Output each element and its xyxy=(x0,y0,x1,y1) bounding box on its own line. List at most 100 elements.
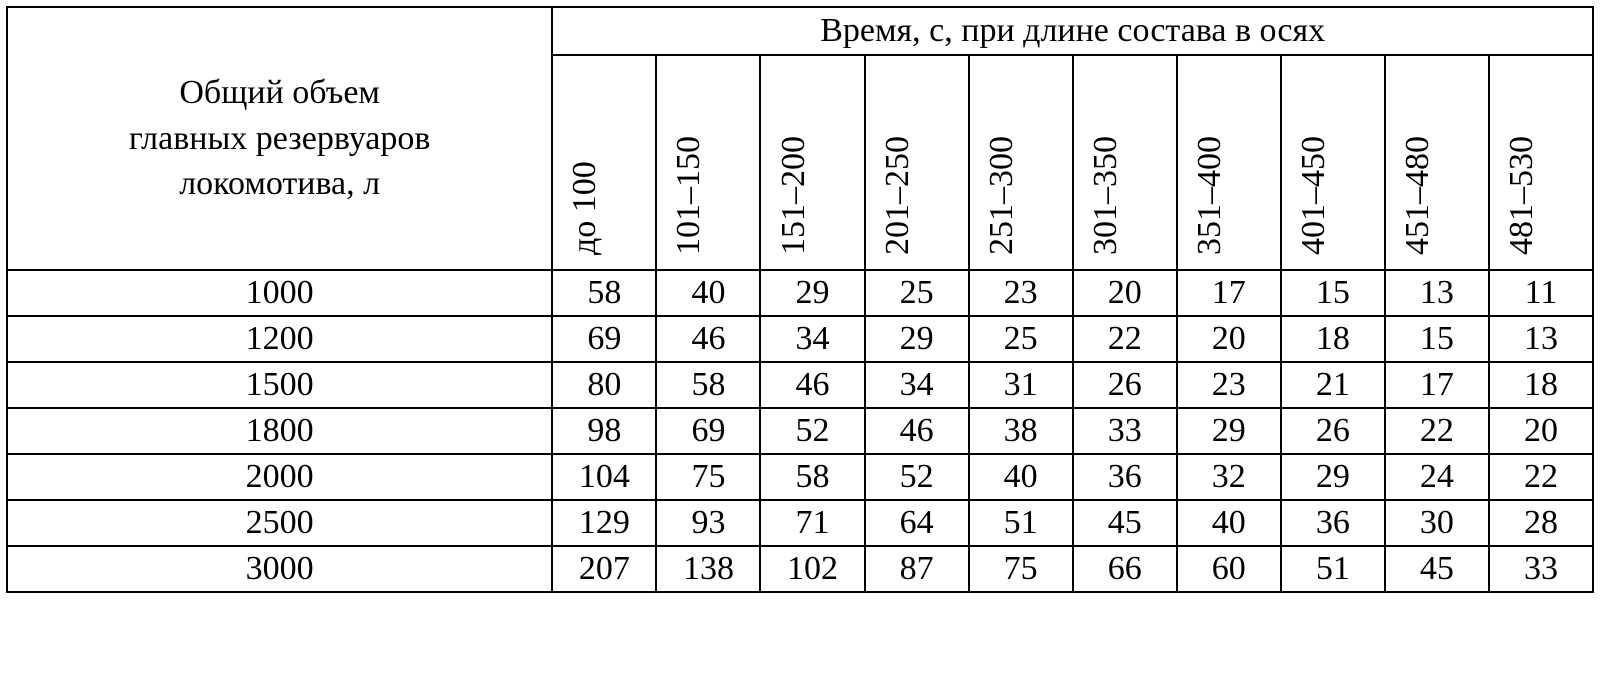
data-cell: 26 xyxy=(1073,362,1177,408)
data-cell: 11 xyxy=(1489,270,1593,316)
col-header-label-9: 481–530 xyxy=(1503,136,1541,255)
col-header-label-8: 451–480 xyxy=(1399,136,1437,255)
data-cell: 64 xyxy=(865,500,969,546)
data-cell: 75 xyxy=(969,546,1073,592)
data-cell: 52 xyxy=(865,454,969,500)
table-row: 180098695246383329262220 xyxy=(7,408,1593,454)
table-row: 2000104755852403632292422 xyxy=(7,454,1593,500)
data-cell: 20 xyxy=(1073,270,1177,316)
data-cell: 207 xyxy=(552,546,656,592)
data-cell: 58 xyxy=(656,362,760,408)
data-cell: 51 xyxy=(1281,546,1385,592)
data-cell: 36 xyxy=(1073,454,1177,500)
col-header-label-4: 251–300 xyxy=(983,136,1021,255)
data-cell: 29 xyxy=(865,316,969,362)
data-cell: 13 xyxy=(1489,316,1593,362)
data-cell: 60 xyxy=(1177,546,1281,592)
group-header: Время, с, при длине состава в осях xyxy=(552,7,1593,55)
data-cell: 138 xyxy=(656,546,760,592)
data-cell: 23 xyxy=(969,270,1073,316)
data-cell: 71 xyxy=(760,500,864,546)
col-header-0: до 100 xyxy=(552,55,656,270)
data-cell: 98 xyxy=(552,408,656,454)
col-header-label-7: 401–450 xyxy=(1295,136,1333,255)
data-cell: 23 xyxy=(1177,362,1281,408)
row-header-line-1: Общий объем xyxy=(179,74,380,111)
data-cell: 102 xyxy=(760,546,864,592)
row-label: 2500 xyxy=(7,500,552,546)
col-header-4: 251–300 xyxy=(969,55,1073,270)
data-cell: 51 xyxy=(969,500,1073,546)
data-cell: 28 xyxy=(1489,500,1593,546)
table-row: 300020713810287756660514533 xyxy=(7,546,1593,592)
data-cell: 46 xyxy=(656,316,760,362)
data-cell: 20 xyxy=(1489,408,1593,454)
data-cell: 46 xyxy=(865,408,969,454)
data-cell: 40 xyxy=(1177,500,1281,546)
table-row: 120069463429252220181513 xyxy=(7,316,1593,362)
data-cell: 33 xyxy=(1073,408,1177,454)
header-row-1: Общий объем главных резервуаров локомоти… xyxy=(7,7,1593,55)
data-cell: 104 xyxy=(552,454,656,500)
data-cell: 32 xyxy=(1177,454,1281,500)
row-header-line-2: главных резервуаров xyxy=(129,120,430,157)
row-label: 1200 xyxy=(7,316,552,362)
data-cell: 25 xyxy=(969,316,1073,362)
data-cell: 93 xyxy=(656,500,760,546)
col-header-1: 101–150 xyxy=(656,55,760,270)
data-cell: 17 xyxy=(1385,362,1489,408)
data-cell: 58 xyxy=(760,454,864,500)
data-cell: 22 xyxy=(1073,316,1177,362)
data-cell: 24 xyxy=(1385,454,1489,500)
data-cell: 36 xyxy=(1281,500,1385,546)
data-cell: 40 xyxy=(969,454,1073,500)
col-header-9: 481–530 xyxy=(1489,55,1593,270)
col-header-label-0: до 100 xyxy=(566,161,604,255)
row-header-line-3: локомотива, л xyxy=(179,165,380,202)
col-header-label-6: 351–400 xyxy=(1191,136,1229,255)
row-label: 1800 xyxy=(7,408,552,454)
data-cell: 22 xyxy=(1489,454,1593,500)
data-cell: 25 xyxy=(865,270,969,316)
data-cell: 29 xyxy=(760,270,864,316)
data-cell: 20 xyxy=(1177,316,1281,362)
data-cell: 21 xyxy=(1281,362,1385,408)
data-cell: 87 xyxy=(865,546,969,592)
data-cell: 46 xyxy=(760,362,864,408)
data-cell: 52 xyxy=(760,408,864,454)
data-cell: 34 xyxy=(865,362,969,408)
data-cell: 66 xyxy=(1073,546,1177,592)
col-header-2: 151–200 xyxy=(760,55,864,270)
data-cell: 45 xyxy=(1073,500,1177,546)
col-header-label-5: 301–350 xyxy=(1087,136,1125,255)
data-cell: 29 xyxy=(1281,454,1385,500)
col-header-8: 451–480 xyxy=(1385,55,1489,270)
data-cell: 22 xyxy=(1385,408,1489,454)
data-cell: 38 xyxy=(969,408,1073,454)
data-cell: 18 xyxy=(1489,362,1593,408)
row-label: 3000 xyxy=(7,546,552,592)
col-header-7: 401–450 xyxy=(1281,55,1385,270)
data-cell: 17 xyxy=(1177,270,1281,316)
reservoir-time-table: Общий объем главных резервуаров локомоти… xyxy=(6,6,1594,593)
col-header-label-3: 201–250 xyxy=(879,136,917,255)
data-cell: 13 xyxy=(1385,270,1489,316)
table-row: 2500129937164514540363028 xyxy=(7,500,1593,546)
data-cell: 15 xyxy=(1281,270,1385,316)
data-cell: 80 xyxy=(552,362,656,408)
data-cell: 58 xyxy=(552,270,656,316)
data-cell: 15 xyxy=(1385,316,1489,362)
data-cell: 31 xyxy=(969,362,1073,408)
col-header-6: 351–400 xyxy=(1177,55,1281,270)
col-header-5: 301–350 xyxy=(1073,55,1177,270)
table-header: Общий объем главных резервуаров локомоти… xyxy=(7,7,1593,270)
data-cell: 69 xyxy=(552,316,656,362)
row-label: 1000 xyxy=(7,270,552,316)
data-cell: 34 xyxy=(760,316,864,362)
col-header-3: 201–250 xyxy=(865,55,969,270)
data-cell: 18 xyxy=(1281,316,1385,362)
data-cell: 26 xyxy=(1281,408,1385,454)
data-cell: 33 xyxy=(1489,546,1593,592)
data-cell: 69 xyxy=(656,408,760,454)
table-row: 150080584634312623211718 xyxy=(7,362,1593,408)
